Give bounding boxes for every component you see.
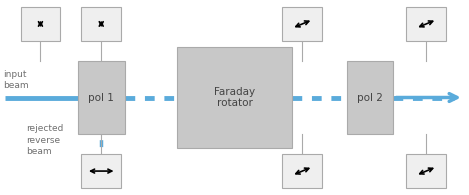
Bar <box>282 6 322 41</box>
Text: pol 2: pol 2 <box>357 92 383 103</box>
Bar <box>177 47 292 148</box>
Bar <box>406 154 446 189</box>
Text: Faraday
rotator: Faraday rotator <box>214 87 255 108</box>
Text: input
beam: input beam <box>3 70 29 90</box>
Bar <box>21 6 61 41</box>
Bar <box>406 6 446 41</box>
Bar <box>78 61 125 134</box>
Bar <box>81 154 121 189</box>
Bar <box>282 154 322 189</box>
Bar <box>81 6 121 41</box>
Text: pol 1: pol 1 <box>88 92 114 103</box>
Text: rejected
reverse
beam: rejected reverse beam <box>26 124 64 156</box>
Bar <box>347 61 393 134</box>
